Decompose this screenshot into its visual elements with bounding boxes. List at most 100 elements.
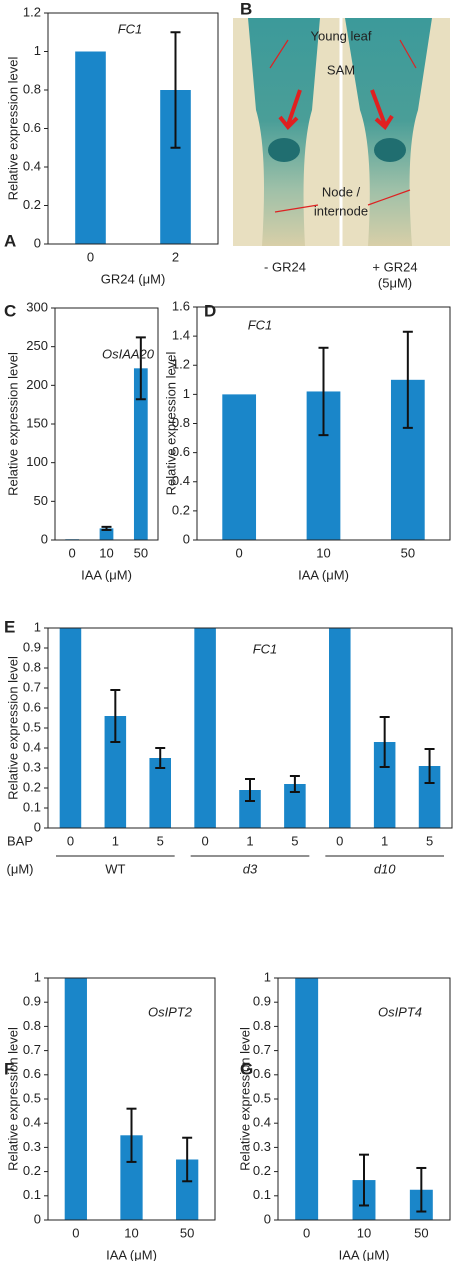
x-axis-label: GR24 (μM)	[101, 271, 166, 286]
plot-frame	[47, 12, 219, 245]
x-tick-label: 0	[201, 833, 208, 848]
bar	[176, 1159, 199, 1220]
y-tick-label: 0.1	[23, 1187, 41, 1202]
x-tick-label: 1	[112, 833, 119, 848]
x-tick-label: 0	[87, 249, 94, 264]
bar	[284, 784, 306, 828]
y-tick-label: 0.8	[23, 1018, 41, 1033]
sam-left	[268, 138, 300, 162]
x-tick-label: 0	[67, 833, 74, 848]
image-label: Node /	[322, 184, 361, 199]
plot-frame	[196, 306, 451, 541]
chart-title: OsIAA20	[102, 346, 155, 361]
panel-letter: E	[4, 617, 15, 636]
y-tick-label: 1.2	[23, 4, 41, 19]
group-label: d10	[374, 861, 396, 876]
y-axis-label: Relative expression level	[5, 352, 20, 496]
bar	[59, 628, 82, 828]
y-tick-label: 0.6	[253, 1066, 271, 1081]
y-tick-label: 0.2	[23, 1163, 41, 1178]
x-tick-label: 10	[316, 545, 330, 560]
y-tick-label: 0.3	[253, 1139, 271, 1154]
x-axis-label: IAA (μM)	[298, 567, 349, 582]
y-tick-label: 0.6	[23, 120, 41, 135]
x-tick-label: 5	[426, 833, 433, 848]
x-tick-label: 10	[357, 1225, 371, 1240]
y-tick-label: 250	[26, 338, 48, 353]
bar	[222, 394, 257, 540]
y-tick-label: 0.6	[172, 444, 190, 459]
y-tick-label: 0	[34, 1211, 41, 1226]
image-label: SAM	[327, 62, 355, 77]
image-label: internode	[314, 203, 368, 218]
plot-frame	[47, 977, 216, 1221]
x-tick-label: 50	[414, 1225, 428, 1240]
chart-title: FC1	[248, 317, 273, 332]
y-tick-label: 0.1	[253, 1187, 271, 1202]
y-tick-label: 0.5	[23, 719, 41, 734]
x-axis-label: IAA (μM)	[81, 567, 132, 582]
x-tick-label: 0	[72, 1225, 79, 1240]
panel-letter: D	[204, 301, 216, 320]
chart-title: OsIPT4	[378, 1004, 422, 1019]
y-tick-label: 0.9	[23, 994, 41, 1009]
bar	[329, 628, 351, 828]
y-tick-label: 0.4	[23, 739, 41, 754]
image-panel: Young leaf SAM Node / internode - GR24 +…	[233, 0, 450, 290]
y-tick-label: 0.7	[23, 1042, 41, 1057]
x-tick-label: 10	[124, 1225, 138, 1240]
y-tick-label: 0.3	[23, 759, 41, 774]
y-tick-label: 0.4	[172, 473, 190, 488]
y-tick-label: 0.5	[253, 1090, 271, 1105]
bar	[75, 51, 106, 244]
y-axis-label: Relative expression level	[237, 1027, 252, 1171]
panel-letter: G	[240, 1059, 253, 1078]
bar	[99, 528, 114, 540]
x-tick-label: 5	[291, 833, 298, 848]
y-tick-label: 300	[26, 299, 48, 314]
x-tick-label: 1	[246, 833, 253, 848]
x-axis-label: BAP	[7, 833, 33, 848]
y-axis-label: Relative expression level	[5, 56, 20, 200]
x-tick-label: 1	[381, 833, 388, 848]
x-tick-label: 0	[236, 545, 243, 560]
y-tick-label: 0.8	[253, 1018, 271, 1033]
panel-letter: C	[4, 301, 16, 320]
image-caption: + GR24	[372, 259, 417, 274]
x-tick-label: 5	[157, 833, 164, 848]
y-tick-label: 1	[183, 386, 190, 401]
y-tick-label: 1	[264, 969, 271, 984]
plot-frame	[277, 977, 451, 1221]
x-tick-label: 0	[336, 833, 343, 848]
y-tick-label: 0	[34, 235, 41, 250]
y-tick-label: 0.8	[23, 659, 41, 674]
bar	[64, 978, 87, 1220]
x-tick-label: 50	[180, 1225, 194, 1240]
bar	[295, 978, 319, 1220]
y-tick-label: 1.6	[172, 298, 190, 313]
x-tick-label: 10	[99, 545, 113, 560]
y-tick-label: 50	[34, 493, 48, 508]
y-tick-label: 1.2	[172, 357, 190, 372]
y-tick-label: 150	[26, 415, 48, 430]
plant-left	[248, 18, 320, 246]
y-axis-label: Relative expression level	[5, 656, 20, 800]
y-tick-label: 0.9	[23, 639, 41, 654]
x-tick-label: 50	[401, 545, 415, 560]
y-tick-label: 0.8	[23, 81, 41, 96]
x-tick-label: 0	[303, 1225, 310, 1240]
y-axis-label: Relative expression level	[5, 1027, 20, 1171]
chart-title: FC1	[118, 21, 143, 36]
x-axis-label: IAA (μM)	[106, 1247, 157, 1261]
y-tick-label: 0.8	[172, 415, 190, 430]
group-label: d3	[243, 861, 258, 876]
y-tick-label: 0.3	[23, 1139, 41, 1154]
y-tick-label: 0	[34, 819, 41, 834]
bar	[104, 716, 127, 828]
x-tick-label: 2	[172, 249, 179, 264]
bar	[194, 628, 216, 828]
bar	[120, 1135, 143, 1220]
y-tick-label: 200	[26, 377, 48, 392]
bar	[133, 368, 148, 540]
arrow-left	[278, 89, 302, 130]
